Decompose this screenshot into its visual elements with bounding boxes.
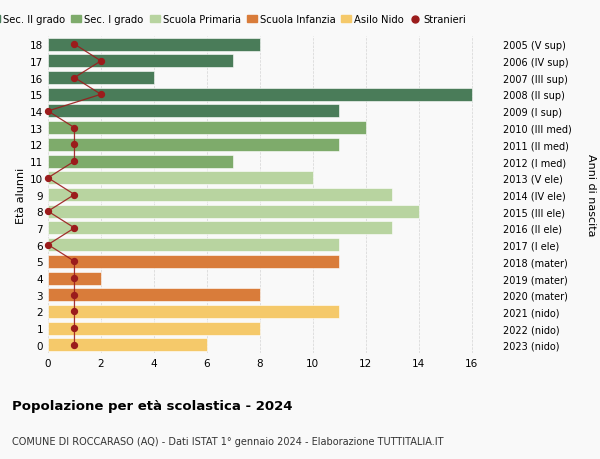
Bar — [48, 189, 392, 202]
Bar — [48, 172, 313, 185]
Bar — [48, 39, 260, 51]
Point — [70, 41, 79, 49]
Bar — [48, 255, 339, 268]
Bar — [48, 322, 260, 335]
Point — [70, 191, 79, 199]
Bar — [48, 139, 339, 151]
Bar — [48, 222, 392, 235]
Bar — [48, 272, 101, 285]
Point — [70, 275, 79, 282]
Bar — [48, 155, 233, 168]
Bar — [48, 89, 472, 101]
Point — [96, 91, 106, 99]
Bar — [48, 239, 339, 252]
Bar — [48, 289, 260, 302]
Point — [70, 258, 79, 265]
Point — [70, 291, 79, 299]
Point — [70, 158, 79, 165]
Y-axis label: Età alunni: Età alunni — [16, 167, 26, 223]
Text: COMUNE DI ROCCARASO (AQ) - Dati ISTAT 1° gennaio 2024 - Elaborazione TUTTITALIA.: COMUNE DI ROCCARASO (AQ) - Dati ISTAT 1°… — [12, 436, 443, 446]
Point — [43, 208, 53, 215]
Bar — [48, 122, 365, 135]
Point — [70, 308, 79, 315]
Bar — [48, 305, 339, 318]
Point — [70, 141, 79, 149]
Bar — [48, 55, 233, 68]
Bar — [48, 339, 207, 352]
Point — [43, 241, 53, 249]
Point — [70, 325, 79, 332]
Point — [43, 108, 53, 115]
Legend: Sec. II grado, Sec. I grado, Scuola Primaria, Scuola Infanzia, Asilo Nido, Stran: Sec. II grado, Sec. I grado, Scuola Prim… — [0, 16, 466, 25]
Point — [70, 225, 79, 232]
Point — [43, 175, 53, 182]
Point — [70, 125, 79, 132]
Text: Popolazione per età scolastica - 2024: Popolazione per età scolastica - 2024 — [12, 399, 293, 412]
Bar — [48, 205, 419, 218]
Y-axis label: Anni di nascita: Anni di nascita — [586, 154, 595, 236]
Bar — [48, 105, 339, 118]
Point — [96, 58, 106, 65]
Point — [70, 75, 79, 82]
Point — [70, 341, 79, 349]
Bar — [48, 72, 154, 85]
